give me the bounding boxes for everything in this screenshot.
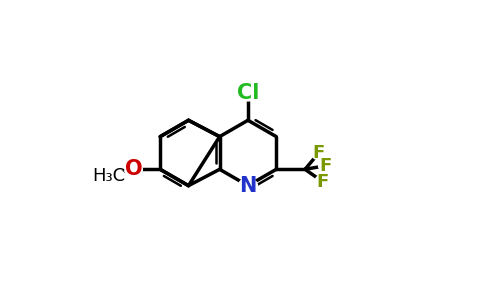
Text: O: O [124, 159, 142, 179]
Ellipse shape [239, 178, 257, 193]
Text: N: N [239, 176, 257, 196]
Ellipse shape [236, 86, 260, 101]
Text: Cl: Cl [237, 83, 259, 103]
Text: F: F [320, 157, 332, 175]
Ellipse shape [315, 175, 330, 188]
Ellipse shape [124, 162, 142, 176]
Ellipse shape [311, 146, 326, 160]
Text: H₃C: H₃C [92, 167, 125, 185]
Ellipse shape [92, 168, 125, 183]
Text: F: F [313, 144, 325, 162]
Ellipse shape [318, 159, 333, 172]
Text: F: F [317, 172, 329, 190]
